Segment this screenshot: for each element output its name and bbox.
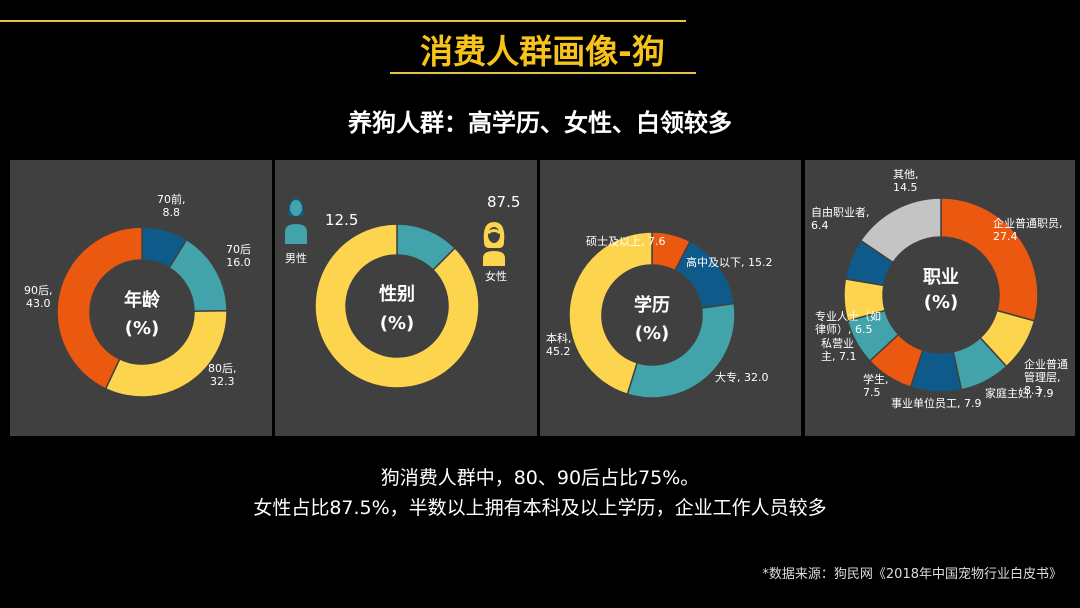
job-label-business-owner: 私营业 主, 7.1 <box>821 337 857 363</box>
panel-gender: 男性 12.5 女性 87.5 性别 (%) <box>275 160 537 436</box>
page-subtitle: 养狗人群：高学历、女性、白领较多 <box>348 109 732 137</box>
job-label-staff: 企业普通职员, 27.4 <box>993 217 1063 243</box>
panel-education: 硕士及以上, 7.6 高中及以下, 15.2 大专, 32.0 本科, 45.2… <box>540 160 801 436</box>
age-label-70s: 70后 16.0 <box>226 243 251 269</box>
edu-label-college: 大专, 32.0 <box>715 371 769 384</box>
summary-line-1: 狗消费人群中，80、90后占比75%。 <box>380 467 700 489</box>
male-label: 男性 <box>285 252 307 265</box>
top-accent-line <box>0 20 686 22</box>
edu-center-title: 学历 <box>634 295 670 316</box>
job-label-professional: 专业人士（如 律师）, 6.5 <box>815 310 881 336</box>
panel-age: 70前, 8.8 70后 16.0 80后, 32.3 90后, 43.0 年龄… <box>10 160 272 436</box>
female-person-icon <box>483 222 505 266</box>
job-label-housewife: 家庭主妇, 7.9 <box>985 387 1054 400</box>
gender-center-title: 性别 <box>379 284 415 305</box>
age-label-80s: 80后, 32.3 <box>208 362 237 388</box>
job-slice-1 <box>940 197 1039 322</box>
job-label-manager: 企业普通 管理层, 8.3 <box>1024 358 1068 397</box>
title-block: 消费人群画像-狗 <box>390 30 695 78</box>
age-label-70-before: 70前, 8.8 <box>157 193 186 219</box>
female-value: 87.5 <box>487 193 521 211</box>
job-center-unit: (%) <box>923 292 959 313</box>
panel-occupation: 企业普通职员, 27.4 企业普通 管理层, 8.3 家庭主妇, 7.9 事业单… <box>805 160 1075 436</box>
male-person-icon <box>285 198 307 244</box>
job-label-institution: 事业单位员工, 7.9 <box>891 397 982 410</box>
job-slice-9 <box>859 197 942 264</box>
age-center-title: 年龄 <box>124 290 160 311</box>
edu-label-master: 硕士及以上, 7.6 <box>586 235 666 248</box>
summary-line-2: 女性占比87.5%，半数以上拥有本科及以上学历，企业工作人员较多 <box>253 497 827 519</box>
age-label-90s: 90后, 43.0 <box>24 284 53 310</box>
age-donut-chart <box>56 226 228 398</box>
edu-slice-4 <box>568 231 653 396</box>
data-source: *数据来源：狗民网《2018年中国宠物行业白皮书》 <box>762 567 1062 582</box>
age-center-unit: (%) <box>124 318 160 339</box>
gender-slice-2 <box>314 223 480 389</box>
age-slice-3 <box>104 310 228 398</box>
page-title: 消费人群画像-狗 <box>420 32 665 71</box>
gender-donut-chart <box>314 223 480 389</box>
education-donut-chart <box>568 231 736 399</box>
job-label-other: 其他, 14.5 <box>893 168 919 194</box>
edu-label-bachelor: 本科, 45.2 <box>546 332 572 358</box>
occupation-donut-chart <box>843 197 1039 393</box>
female-label: 女性 <box>485 270 507 283</box>
gender-center-unit: (%) <box>379 313 415 334</box>
age-slice-4 <box>56 226 143 390</box>
job-label-freelancer: 自由职业者, 6.4 <box>811 206 870 232</box>
edu-center-unit: (%) <box>634 323 670 344</box>
edu-label-highschool: 高中及以下, 15.2 <box>686 256 773 269</box>
title-underline <box>390 72 696 74</box>
male-value: 12.5 <box>325 211 359 229</box>
job-label-student: 学生, 7.5 <box>863 373 889 399</box>
job-center-title: 职业 <box>923 267 959 288</box>
